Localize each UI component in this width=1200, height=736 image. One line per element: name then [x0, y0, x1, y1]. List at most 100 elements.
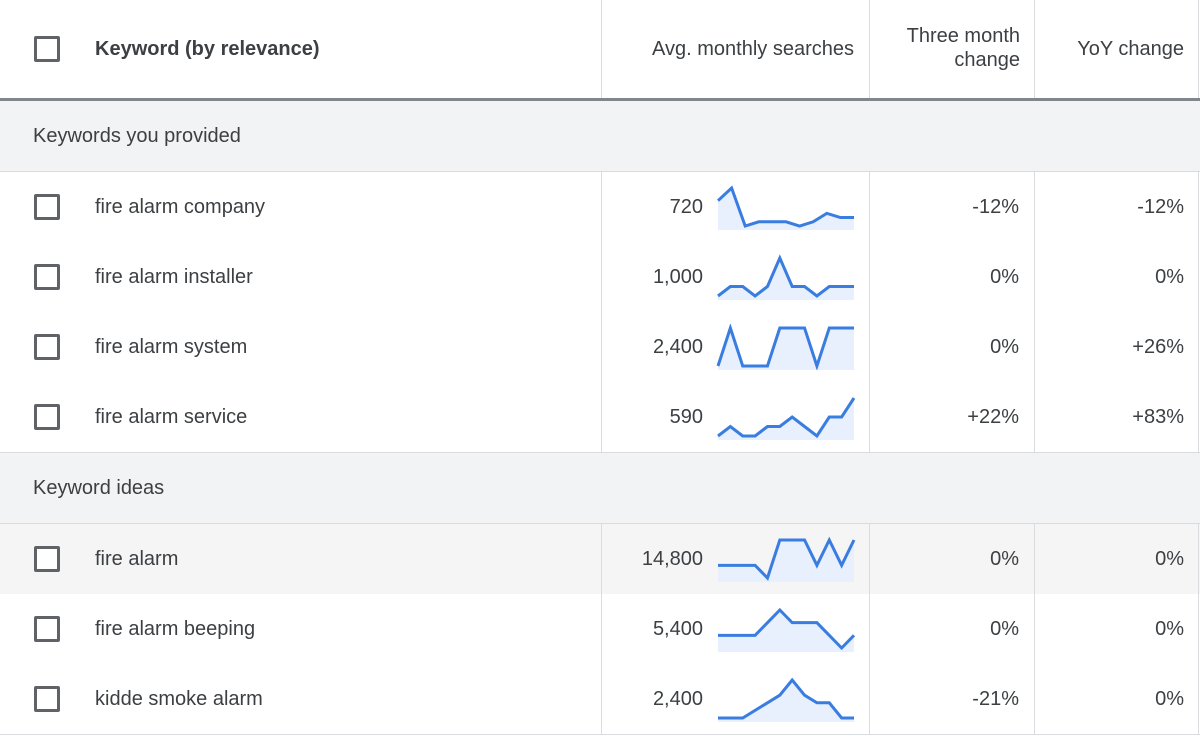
sparkline-area — [718, 258, 854, 300]
trend-sparkline — [716, 185, 854, 230]
sparkline-area — [718, 610, 854, 652]
table-header: Keyword (by relevance) Avg. monthly sear… — [0, 0, 1200, 101]
trend-sparkline — [717, 397, 856, 440]
column-divider — [869, 594, 870, 664]
section-keyword-ideas: Keyword ideas — [0, 453, 1200, 524]
row-checkbox[interactable] — [34, 546, 60, 572]
column-divider — [869, 312, 870, 382]
column-divider — [1034, 312, 1035, 382]
sparkline-line — [718, 536, 856, 581]
column-divider — [869, 664, 870, 734]
column-divider — [601, 524, 602, 594]
column-divider — [1198, 524, 1199, 594]
three-month-change-value: -21% — [972, 688, 1019, 710]
table-row[interactable]: fire alarm system 2,400 0% +26% — [0, 312, 1200, 383]
table-row[interactable]: fire alarm beeping 5,400 0% 0% — [0, 594, 1200, 665]
column-divider — [1034, 594, 1035, 664]
trend-sparkline — [718, 536, 856, 582]
column-divider — [1034, 172, 1035, 242]
column-divider — [1198, 594, 1199, 664]
column-divider — [1198, 312, 1199, 382]
column-divider — [1034, 0, 1035, 98]
row-checkbox[interactable] — [34, 404, 60, 430]
sparkline-line — [716, 324, 854, 370]
sparkline-area — [718, 398, 854, 440]
three-month-change-header[interactable]: Three month change — [870, 24, 1020, 72]
trend-sparkline — [718, 607, 856, 652]
column-divider — [601, 0, 602, 98]
avg-monthly-searches-value: 14,800 — [641, 548, 703, 570]
section-label: Keywords you provided — [33, 125, 241, 147]
column-divider — [869, 0, 870, 98]
sparkline-area — [718, 188, 854, 230]
three-month-change-value: 0% — [990, 336, 1019, 358]
avg-monthly-searches-value: 590 — [669, 406, 703, 428]
select-all-checkbox[interactable] — [34, 36, 60, 62]
column-divider — [601, 312, 602, 382]
column-divider — [601, 172, 602, 242]
trend-sparkline — [716, 324, 854, 370]
three-month-change-value: 0% — [990, 266, 1019, 288]
column-divider — [1034, 382, 1035, 452]
three-month-change-value: 0% — [990, 618, 1019, 640]
table-row[interactable]: kidde smoke alarm 2,400 -21% 0% — [0, 664, 1200, 735]
avg-monthly-searches-header[interactable]: Avg. monthly searches — [652, 38, 854, 60]
table-row[interactable]: fire alarm 14,800 0% 0% — [0, 524, 1200, 595]
column-divider — [601, 242, 602, 312]
row-checkbox[interactable] — [34, 264, 60, 290]
keyword-text: fire alarm company — [95, 196, 266, 218]
yoy-change-value: +83% — [1132, 406, 1184, 428]
column-divider — [601, 664, 602, 734]
column-divider — [1034, 664, 1035, 734]
three-month-change-value: +22% — [967, 406, 1019, 428]
yoy-change-header[interactable]: YoY change — [1077, 38, 1184, 60]
three-month-change-header-line2: change — [954, 49, 1020, 71]
keyword-text: fire alarm service — [95, 406, 248, 428]
table-row[interactable]: fire alarm installer 1,000 0% 0% — [0, 242, 1200, 313]
column-divider — [601, 382, 602, 452]
yoy-change-value: 0% — [1155, 548, 1184, 570]
sparkline-line — [718, 607, 856, 651]
row-checkbox[interactable] — [34, 616, 60, 642]
sparkline-line — [717, 254, 854, 298]
column-divider — [1198, 242, 1199, 312]
avg-monthly-searches-value: 5,400 — [652, 618, 703, 640]
keyword-text: fire alarm beeping — [95, 618, 256, 640]
column-divider — [869, 242, 870, 312]
section-label: Keyword ideas — [33, 477, 165, 499]
row-checkbox[interactable] — [34, 334, 60, 360]
avg-monthly-searches-value: 1,000 — [652, 266, 703, 288]
keyword-text: fire alarm — [95, 548, 179, 570]
column-divider — [1198, 172, 1199, 242]
sparkline-area — [718, 540, 854, 582]
avg-monthly-searches-value: 2,400 — [652, 336, 703, 358]
column-divider — [601, 594, 602, 664]
three-month-change-value: 0% — [990, 548, 1019, 570]
keyword-text: fire alarm system — [95, 336, 248, 358]
table-row[interactable]: fire alarm company 720 -12% -12% — [0, 172, 1200, 243]
column-divider — [869, 382, 870, 452]
yoy-change-value: 0% — [1155, 266, 1184, 288]
keyword-text: fire alarm installer — [95, 266, 253, 288]
sparkline-line — [716, 185, 854, 228]
column-divider — [1034, 524, 1035, 594]
sparkline-line — [718, 677, 854, 720]
trend-sparkline — [717, 254, 854, 300]
column-divider — [1198, 0, 1199, 98]
avg-monthly-searches-value: 720 — [669, 196, 703, 218]
section-keywords-you-provided: Keywords you provided — [0, 101, 1200, 172]
yoy-change-value: 0% — [1155, 688, 1184, 710]
column-divider — [869, 172, 870, 242]
avg-monthly-searches-value: 2,400 — [652, 688, 703, 710]
yoy-change-value: +26% — [1132, 336, 1184, 358]
keyword-text: kidde smoke alarm — [95, 688, 263, 710]
row-checkbox[interactable] — [34, 194, 60, 220]
table-row[interactable]: fire alarm service 590 +22% +83% — [0, 382, 1200, 453]
yoy-change-value: 0% — [1155, 618, 1184, 640]
row-checkbox[interactable] — [34, 686, 60, 712]
sparkline-line — [717, 397, 856, 439]
column-divider — [1198, 664, 1199, 734]
column-divider — [1198, 382, 1199, 452]
keyword-column-header[interactable]: Keyword (by relevance) — [95, 38, 320, 60]
